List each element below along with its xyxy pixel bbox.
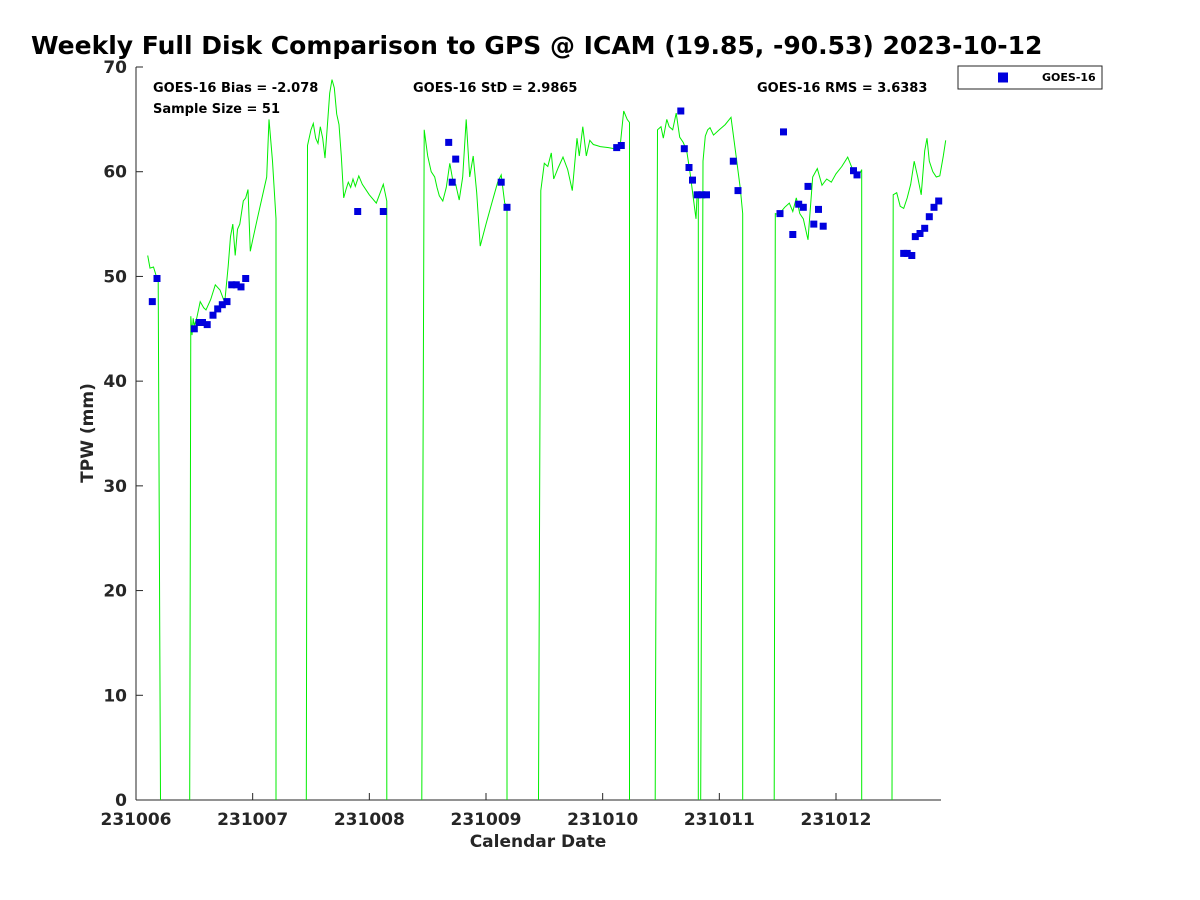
- bias-stat: GOES-16 Bias = -2.078: [153, 81, 318, 96]
- goes16-point: [677, 107, 685, 115]
- goes-series: [148, 107, 943, 333]
- goes16-point: [613, 144, 621, 152]
- goes16-point: [503, 203, 511, 211]
- goes16-point: [617, 142, 625, 149]
- goes16-point: [921, 224, 929, 232]
- gps-line-segment: [421, 119, 508, 801]
- gps-line-segment: [891, 138, 947, 801]
- goes16-point: [497, 178, 505, 186]
- goes16-point: [804, 182, 812, 190]
- goes16-point: [685, 164, 693, 171]
- goes16-point: [693, 191, 701, 199]
- y-tick-label: 70: [103, 58, 127, 78]
- goes16-point: [789, 231, 797, 238]
- legend-marker-goes16: [998, 72, 1008, 83]
- goes16-point: [354, 208, 362, 215]
- x-tick-label: 231009: [451, 810, 522, 830]
- goes16-point: [223, 298, 231, 306]
- gps-line-segment: [654, 112, 699, 801]
- x-tick-label: 231006: [101, 810, 172, 830]
- goes16-point: [799, 203, 807, 211]
- goes16-point: [795, 200, 803, 208]
- goes16-point: [228, 281, 236, 289]
- goes16-point: [232, 281, 240, 289]
- goes16-point: [698, 191, 706, 199]
- x-ticks: 231006 231007 231008 231009 231010 231011 2310…: [101, 793, 872, 830]
- goes16-point: [729, 157, 737, 165]
- sample-size-stat: Sample Size = 51: [153, 102, 280, 117]
- goes16-point: [237, 283, 245, 291]
- goes16-point: [379, 208, 387, 215]
- goes16-point: [815, 205, 822, 213]
- goes16-point: [734, 187, 742, 195]
- goes16-point: [689, 176, 696, 184]
- goes16-point: [810, 220, 818, 228]
- goes16-point: [680, 145, 688, 153]
- goes16-point: [850, 167, 857, 175]
- y-axis-label: TPW (mm): [78, 383, 98, 483]
- goes16-point: [903, 249, 911, 257]
- goes16-point: [776, 210, 784, 218]
- goes16-point: [930, 203, 938, 211]
- x-axis-label: Calendar Date: [470, 832, 607, 852]
- x-tick-label: 231011: [684, 810, 755, 830]
- gps-line-segment: [305, 79, 388, 801]
- y-tick-label: 60: [103, 163, 127, 183]
- gps-series: [147, 79, 947, 801]
- x-tick-label: 231008: [334, 810, 405, 830]
- goes16-point: [153, 275, 161, 282]
- goes16-point: [819, 222, 827, 230]
- goes16-point: [925, 213, 933, 221]
- y-tick-label: 50: [103, 267, 127, 287]
- goes16-point: [780, 128, 787, 136]
- x-tick-label: 231010: [567, 810, 638, 830]
- goes16-point: [935, 197, 943, 205]
- goes16-point: [242, 275, 250, 282]
- goes16-point: [148, 298, 156, 306]
- legend-box: [957, 65, 1103, 90]
- goes16-point: [853, 171, 861, 179]
- goes16-point: [445, 138, 453, 146]
- goes16-point: [199, 319, 206, 326]
- goes16-point: [911, 233, 919, 241]
- y-ticks: 0 10 20 30 40 50 60 70: [103, 58, 143, 811]
- gps-line-segment: [189, 119, 277, 801]
- y-tick-label: 0: [115, 791, 127, 811]
- x-tick-label: 231012: [801, 810, 872, 830]
- goes16-point: [452, 155, 460, 163]
- goes16-point: [203, 321, 211, 329]
- legend: GOES-16: [957, 65, 1103, 90]
- gps-line-segment: [700, 116, 744, 801]
- goes16-point: [214, 305, 222, 313]
- gps-line-segment: [147, 255, 161, 801]
- goes16-point: [448, 178, 456, 186]
- y-tick-label: 40: [103, 372, 127, 392]
- y-tick-label: 10: [103, 686, 127, 706]
- std-stat: GOES-16 StD = 2.9865: [413, 81, 577, 96]
- goes16-point: [916, 230, 924, 237]
- goes16-point: [218, 301, 226, 309]
- goes16-point: [703, 191, 710, 199]
- goes16-point: [908, 252, 916, 259]
- gps-line-segment: [538, 110, 630, 801]
- x-tick-label: 231007: [217, 810, 288, 830]
- y-tick-label: 30: [103, 477, 127, 497]
- y-tick-label: 20: [103, 582, 127, 602]
- chart-title: Weekly Full Disk Comparison to GPS @ ICA…: [31, 31, 1042, 60]
- legend-label-goes16: GOES-16: [1042, 71, 1096, 84]
- goes16-point: [190, 325, 198, 333]
- gps-line-segment: [773, 155, 863, 801]
- goes16-point: [209, 311, 217, 319]
- rms-stat: GOES-16 RMS = 3.6383: [757, 81, 927, 96]
